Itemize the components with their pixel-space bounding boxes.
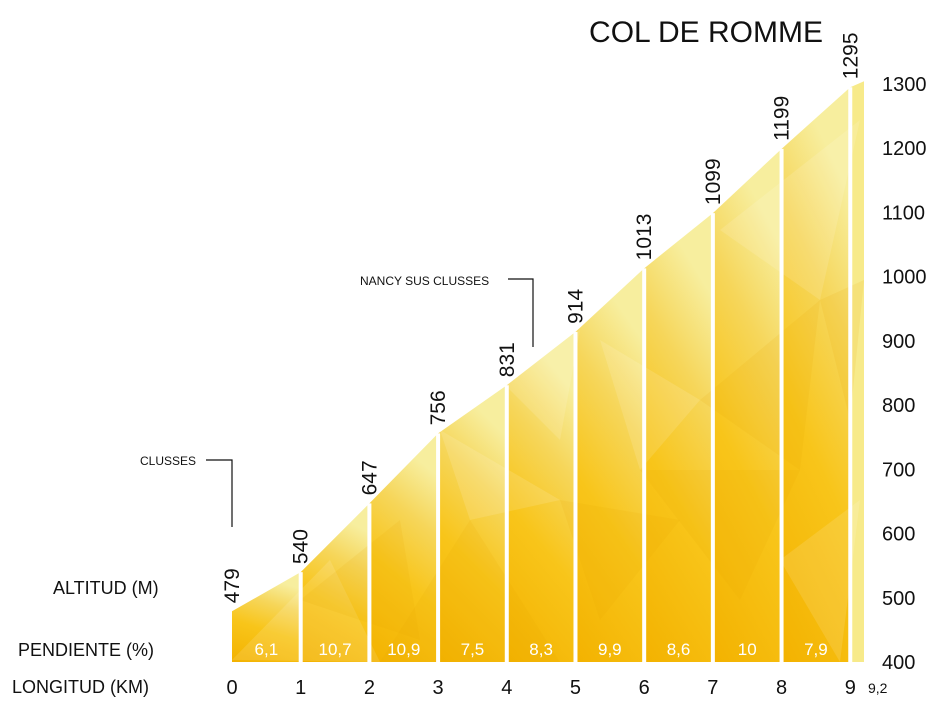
- x-tick-label: 9: [845, 677, 856, 699]
- profile-facet: [600, 340, 700, 470]
- altitude-label: 1295: [839, 32, 862, 79]
- profile-segment-km-7: [712, 148, 782, 662]
- altitude-label: 1199: [771, 96, 794, 141]
- profile-segment-km-5: [575, 268, 645, 662]
- x-tick-label: 0: [226, 677, 237, 699]
- slope-label: 10,7: [318, 640, 351, 659]
- profile-segment-km-1: [300, 503, 370, 662]
- altitude-label: 1099: [702, 158, 725, 205]
- y-tick-label: 1300: [882, 74, 927, 96]
- y-tick-label: 900: [882, 331, 915, 353]
- annotation-clusses-text: CLUSSES: [140, 454, 196, 468]
- slope-labels: 6,1 10,7 10,9 7,5 8,3 9,9 8,6 10 7,9: [255, 640, 828, 659]
- slope-label: 6,1: [255, 640, 279, 659]
- x-tick-label: 3: [433, 677, 444, 699]
- altitude-label: 647: [358, 460, 381, 495]
- y-tick-label: 1200: [882, 138, 927, 160]
- annotation-nancy-leader: [508, 278, 534, 347]
- annotation-clusses: CLUSSES: [140, 454, 233, 527]
- altitude-label: 914: [564, 289, 587, 324]
- y-tick-label: 600: [882, 524, 915, 546]
- profile-facet: [640, 470, 800, 600]
- x-tick-label: 1: [295, 677, 306, 699]
- altitude-label: 540: [290, 529, 313, 564]
- y-tick-label: 400: [882, 652, 915, 674]
- slope-label: 7,5: [461, 640, 485, 659]
- x-axis-ticks: 0 1 2 3 4 5 6 7 8 9: [226, 677, 855, 699]
- profile-facet: [500, 330, 580, 440]
- profile-segment-km-0: [232, 572, 301, 662]
- slope-label: 8,3: [529, 640, 553, 659]
- profile-segment-km-3: [438, 385, 507, 662]
- x-tick-label: 6: [639, 677, 650, 699]
- x-tick-label: 8: [776, 677, 787, 699]
- x-tick-label: 5: [570, 677, 581, 699]
- y-tick-label: 500: [882, 588, 915, 610]
- x-tick-label: 4: [501, 677, 512, 699]
- altitude-label: 1013: [633, 214, 656, 261]
- altitude-row-label: ALTITUD (M): [53, 578, 159, 598]
- profile-facet: [820, 280, 864, 420]
- x-tick-label: 2: [364, 677, 375, 699]
- profile-facet: [560, 500, 680, 620]
- profile-facet: [300, 520, 420, 640]
- annotation-nancy-text: NANCY SUS CLUSSES: [360, 274, 489, 288]
- slope-label: 10: [738, 640, 757, 659]
- profile-facet: [780, 500, 860, 662]
- x-tick-label: 7: [707, 677, 718, 699]
- y-tick-label: 1100: [882, 202, 925, 224]
- profile-segment-km-6: [644, 213, 713, 662]
- profile-facet: [380, 520, 560, 662]
- distance-row-label: LONGITUD (KM): [12, 677, 149, 697]
- chart-title: COL DE ROMME: [589, 16, 823, 49]
- profile-facet: [232, 560, 380, 662]
- annotation-nancy-sus-clusses: NANCY SUS CLUSSES: [360, 274, 534, 347]
- profile-segment-km-4: [506, 331, 576, 662]
- profile-segments: [232, 81, 864, 662]
- altitude-label: 831: [496, 342, 519, 377]
- slope-label: 9,9: [598, 640, 622, 659]
- profile-facet: [440, 430, 560, 520]
- km-separators: [298, 87, 853, 663]
- slope-label: 8,6: [667, 640, 691, 659]
- profile-segment-km-2: [369, 433, 439, 662]
- y-tick-label: 800: [882, 395, 915, 417]
- altitude-label: 756: [427, 390, 450, 425]
- profile-segment-km-8: [781, 87, 851, 662]
- end-distance-label: 9,2: [868, 680, 888, 696]
- slope-label: 7,9: [804, 640, 828, 659]
- profile-facet: [720, 120, 860, 300]
- profile-facets: [232, 120, 864, 662]
- slope-row-label: PENDIENTE (%): [18, 640, 154, 660]
- altitude-labels: 479 540 647 756 831 914 1013 1099 1199 1295: [221, 32, 862, 603]
- slope-label: 10,9: [387, 640, 420, 659]
- y-axis-ticks: 400 500 600 700 800 900 1000 1100 1200 1300: [882, 74, 927, 674]
- y-tick-label: 700: [882, 459, 915, 481]
- y-tick-label: 1000: [882, 267, 927, 289]
- profile-segment-final: [850, 81, 864, 662]
- profile-facet: [700, 300, 820, 470]
- altitude-label: 479: [221, 568, 244, 603]
- annotation-clusses-leader: [206, 459, 233, 527]
